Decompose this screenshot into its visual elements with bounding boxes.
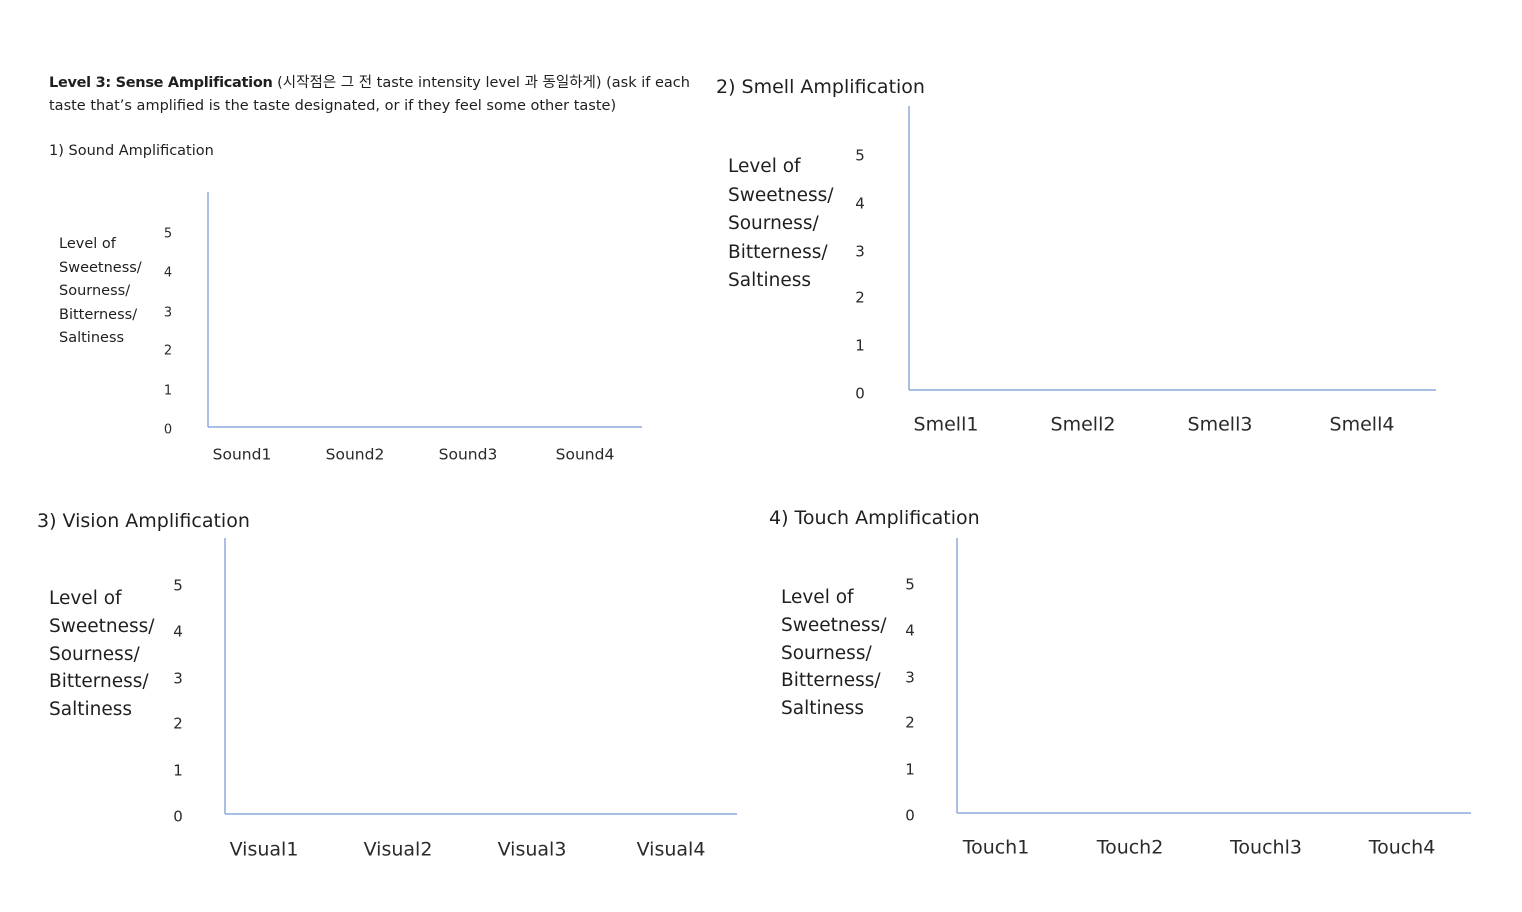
x-tick-label: Touchl3 xyxy=(1229,837,1302,859)
x-tick-label: Visual3 xyxy=(498,839,567,861)
y-tick-label: 1 xyxy=(855,337,865,355)
y-tick-label: 4 xyxy=(164,266,172,281)
x-tick-label: Visual1 xyxy=(230,839,299,861)
chart-smell: 0 1 2 3 4 5 Smell1 Smell2 Smell3 Smell4 xyxy=(855,106,1436,436)
y-tick-label: 3 xyxy=(164,306,172,321)
chart-title-vision: 3) Vision Amplification xyxy=(37,510,250,532)
y-tick-label: 2 xyxy=(173,715,183,733)
y-axis-label-touch: Level of Sweetness/ Sourness/ Bitterness… xyxy=(781,587,887,720)
chart-vision: 0 1 2 3 4 5 Visual1 Visual2 Visual3 Visual4 xyxy=(173,538,737,861)
chart-title-smell: 2) Smell Amplification xyxy=(716,76,925,98)
y-tick-label: 0 xyxy=(173,808,183,826)
x-tick-label: Smell1 xyxy=(914,414,979,436)
x-tick-label: Touch1 xyxy=(962,837,1030,859)
intro-heading: Level 3: Sense Amplification xyxy=(49,75,273,91)
x-tick-label: Touch4 xyxy=(1368,837,1436,859)
y-tick-label: 4 xyxy=(855,195,865,213)
y-tick-label: 5 xyxy=(164,227,172,242)
y-tick-label: 0 xyxy=(905,807,915,825)
y-tick-label: 3 xyxy=(905,669,915,687)
y-tick-label: 5 xyxy=(855,147,865,165)
x-tick-label: Visual4 xyxy=(637,839,706,861)
y-tick-label: 1 xyxy=(164,384,172,399)
intro-text: (시작점은 그 전 taste intensity level 과 동일하게) … xyxy=(49,75,690,114)
chart-touch: 0 1 2 3 4 5 Touch1 Touch2 Touchl3 Touch4 xyxy=(905,538,1471,859)
y-tick-label: 0 xyxy=(164,423,172,438)
chart-sound: 0 1 2 3 4 5 Sound1 Sound2 Sound3 Sound4 xyxy=(164,192,642,464)
chart-title-touch: 4) Touch Amplification xyxy=(769,507,980,529)
y-tick-label: 1 xyxy=(173,762,183,780)
y-tick-label: 5 xyxy=(173,577,183,595)
y-tick-label: 0 xyxy=(855,385,865,403)
x-tick-label: Smell2 xyxy=(1051,414,1116,436)
y-tick-label: 2 xyxy=(855,289,865,307)
y-axis-label-sound: Level of Sweetness/ Sourness/ Bitterness… xyxy=(59,236,142,346)
y-tick-label: 2 xyxy=(164,344,172,359)
x-tick-label: Sound2 xyxy=(326,446,385,464)
y-tick-label: 4 xyxy=(905,622,915,640)
y-axis-label-smell: Level of Sweetness/ Sourness/ Bitterness… xyxy=(728,156,834,291)
chart-title-sound: 1) Sound Amplification xyxy=(49,143,214,159)
y-axis-label-vision: Level of Sweetness/ Sourness/ Bitterness… xyxy=(49,588,155,721)
x-tick-label: Sound3 xyxy=(439,446,498,464)
y-tick-label: 2 xyxy=(905,714,915,732)
y-tick-label: 3 xyxy=(173,670,183,688)
x-tick-label: Smell3 xyxy=(1188,414,1253,436)
x-tick-label: Visual2 xyxy=(364,839,433,861)
y-tick-label: 1 xyxy=(905,761,915,779)
intro-paragraph: Level 3: Sense Amplification (시작점은 그 전 t… xyxy=(49,72,699,118)
y-tick-label: 3 xyxy=(855,243,865,261)
x-tick-label: Touch2 xyxy=(1096,837,1164,859)
x-tick-label: Smell4 xyxy=(1330,414,1395,436)
y-tick-label: 5 xyxy=(905,576,915,594)
x-tick-label: Sound1 xyxy=(213,446,272,464)
x-tick-label: Sound4 xyxy=(556,446,615,464)
y-tick-label: 4 xyxy=(173,623,183,641)
